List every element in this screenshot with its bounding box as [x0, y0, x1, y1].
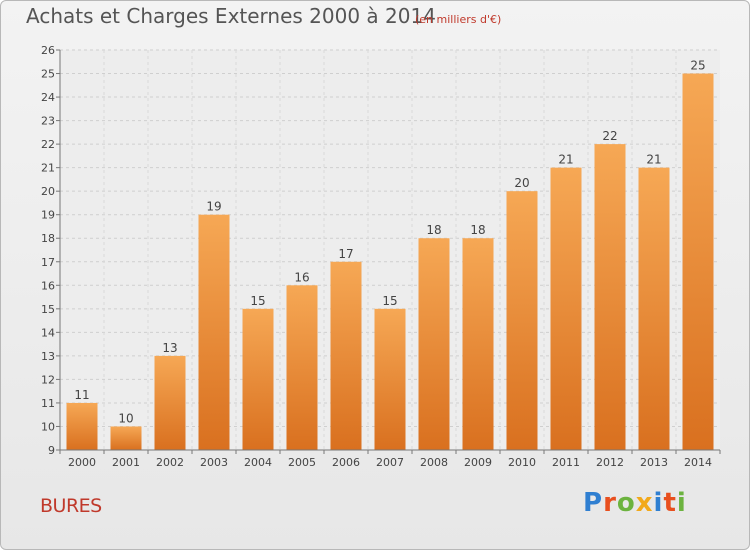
y-tick-label: 19	[41, 209, 55, 222]
y-tick-label: 12	[41, 373, 55, 386]
y-tick-label: 18	[41, 232, 55, 245]
y-tick-label: 24	[41, 91, 55, 104]
x-tick-label: 2001	[112, 456, 140, 469]
y-tick-label: 15	[41, 303, 55, 316]
bar	[242, 308, 274, 450]
data-label: 11	[74, 388, 89, 402]
bar	[154, 355, 186, 450]
data-label: 18	[470, 223, 485, 237]
bar	[594, 144, 626, 450]
data-label: 15	[250, 294, 265, 308]
chart-subtitle: (en milliers d'€)	[415, 13, 502, 26]
x-tick-label: 2010	[508, 456, 536, 469]
logo-letter: P	[583, 488, 604, 518]
data-label: 22	[602, 129, 617, 143]
bar	[550, 167, 582, 450]
x-tick-label: 2009	[464, 456, 492, 469]
bar	[638, 167, 670, 450]
x-tick-label: 2004	[244, 456, 272, 469]
data-label: 13	[162, 341, 177, 355]
logo-letter: i	[653, 488, 664, 518]
y-tick-label: 9	[48, 444, 55, 457]
logo-letter: o	[616, 488, 636, 518]
y-tick-label: 16	[41, 279, 55, 292]
data-label: 20	[514, 176, 529, 190]
place-name: BURES	[40, 495, 102, 517]
x-tick-label: 2011	[552, 456, 580, 469]
logo-letter: r	[603, 488, 617, 518]
bar	[110, 426, 142, 450]
data-label: 16	[294, 270, 309, 284]
bar	[66, 402, 98, 450]
data-label: 18	[426, 223, 441, 237]
y-tick-label: 21	[41, 162, 55, 175]
y-tick-label: 20	[41, 185, 55, 198]
logo-letter: x	[635, 488, 654, 518]
x-tick-label: 2005	[288, 456, 316, 469]
y-tick-label: 25	[41, 68, 55, 81]
bar	[374, 308, 406, 450]
y-tick-label: 10	[41, 420, 55, 433]
data-label: 21	[558, 153, 573, 167]
bar	[286, 285, 318, 450]
bar	[506, 191, 538, 451]
x-tick-label: 2002	[156, 456, 184, 469]
y-tick-label: 13	[41, 350, 55, 363]
y-tick-label: 14	[41, 326, 55, 339]
x-tick-label: 2003	[200, 456, 228, 469]
y-tick-label: 22	[41, 138, 55, 151]
data-label: 10	[118, 411, 133, 425]
bar	[462, 238, 494, 450]
data-label: 21	[646, 153, 661, 167]
data-label: 25	[690, 59, 705, 73]
logo-letter: t	[663, 488, 677, 518]
x-tick-label: 2000	[68, 456, 96, 469]
proxiti-logo: Proxiti	[583, 488, 687, 518]
x-tick-label: 2014	[684, 456, 712, 469]
x-tick-label: 2012	[596, 456, 624, 469]
bar	[418, 238, 450, 450]
bar	[330, 261, 362, 450]
bar	[198, 214, 230, 450]
x-tick-label: 2006	[332, 456, 360, 469]
data-label: 19	[206, 200, 221, 214]
logo-letter: i	[676, 488, 687, 518]
data-label: 15	[382, 294, 397, 308]
bar	[682, 73, 714, 450]
y-tick-label: 17	[41, 256, 55, 269]
x-tick-label: 2013	[640, 456, 668, 469]
y-tick-label: 26	[41, 44, 55, 57]
x-tick-label: 2007	[376, 456, 404, 469]
data-label: 17	[338, 247, 353, 261]
y-tick-label: 23	[41, 115, 55, 128]
y-tick-label: 11	[41, 397, 55, 410]
chart-title: Achats et Charges Externes 2000 à 2014	[26, 4, 436, 28]
x-tick-label: 2008	[420, 456, 448, 469]
